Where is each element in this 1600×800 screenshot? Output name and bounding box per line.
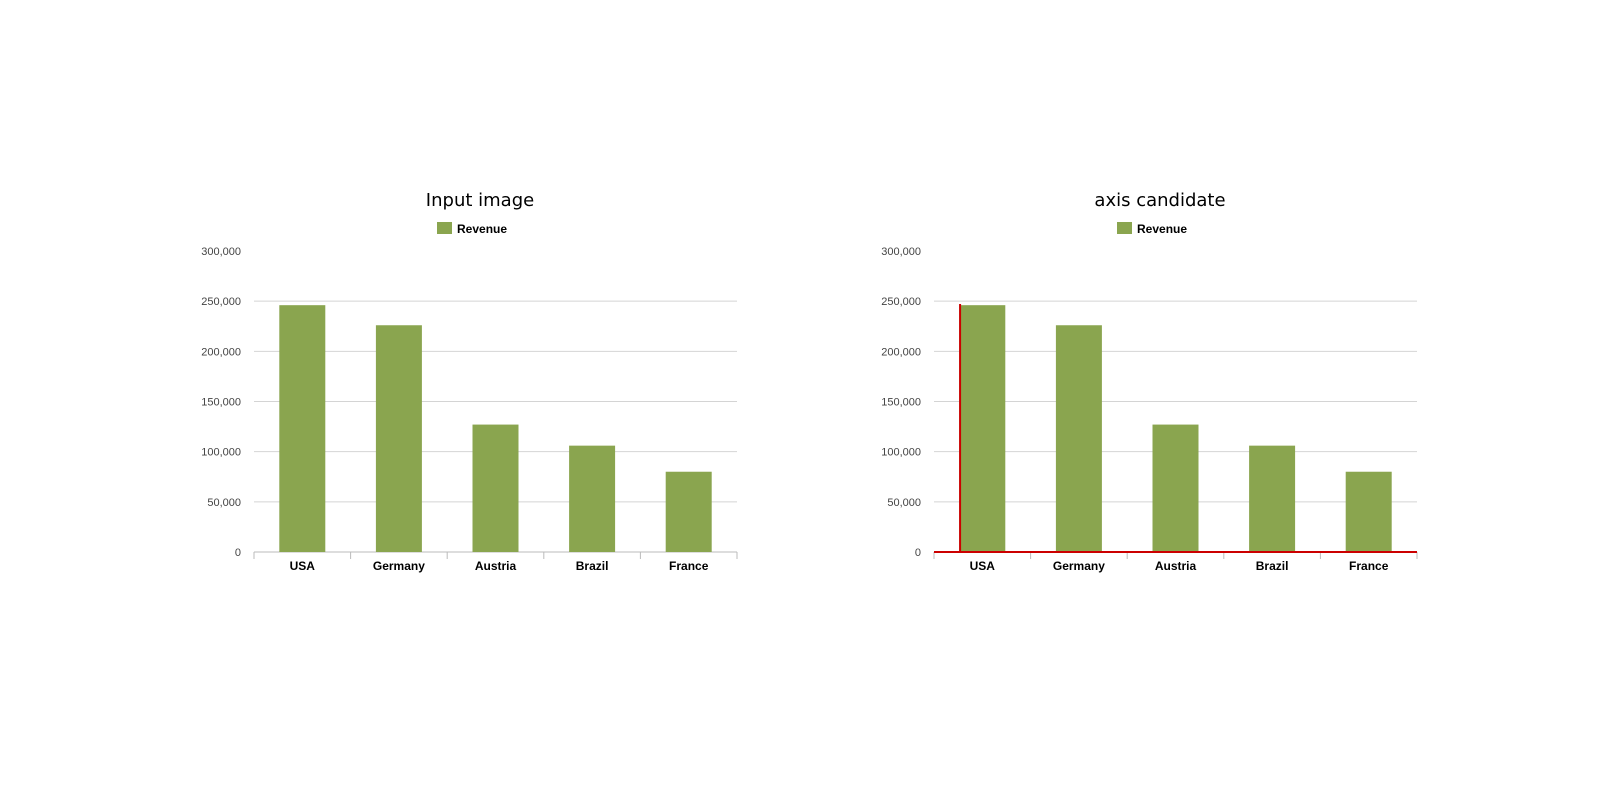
bar-austria: [472, 424, 519, 552]
bar-germany: [375, 325, 422, 552]
panel-axis-candidate: axis candidate 0 50,000 100,000 150,000 200,…: [810, 0, 1510, 800]
y-tick-label: 50,000: [887, 497, 921, 509]
y-tick-label: 50,000: [207, 497, 241, 509]
bar-brazil: [1249, 445, 1296, 552]
y-tick-label: 200,000: [201, 346, 241, 358]
panel-title: axis candidate: [1094, 190, 1226, 211]
y-tick-label: 250,000: [881, 296, 921, 308]
bar-germany: [1055, 325, 1102, 552]
bar-austria: [1152, 424, 1199, 552]
x-tick-label: USA: [970, 559, 996, 573]
bar-chart: 0 50,000 100,000 150,000 200,000 250,000 300,0…: [201, 222, 738, 573]
legend-swatch: [437, 222, 452, 234]
bar-usa: [959, 305, 1006, 552]
legend-label: Revenue: [457, 222, 507, 236]
y-tick-label: 300,000: [881, 246, 921, 258]
bar-chart: 0 50,000 100,000 150,000 200,000 250,000 300,0…: [881, 222, 1418, 573]
x-tick-label: Austria: [1155, 559, 1197, 573]
x-tick-label: USA: [290, 559, 316, 573]
y-tick-label: 100,000: [201, 447, 241, 459]
y-tick-label: 150,000: [881, 397, 921, 409]
x-tick-label: France: [1349, 559, 1389, 573]
x-tick-label: Germany: [373, 559, 425, 573]
y-tick-label: 300,000: [201, 246, 241, 258]
legend-label: Revenue: [1137, 222, 1187, 236]
panel-input-image: Input image 0 50,000 100,000 150,000 200,000…: [130, 0, 830, 800]
y-tick-label: 0: [915, 547, 921, 559]
panel-title: Input image: [425, 190, 535, 211]
y-tick-label: 0: [235, 547, 241, 559]
x-tick-label: France: [669, 559, 709, 573]
bar-france: [665, 471, 712, 552]
y-tick-label: 150,000: [201, 397, 241, 409]
y-tick-label: 100,000: [881, 447, 921, 459]
bar-france: [1345, 471, 1392, 552]
bar-brazil: [569, 445, 616, 552]
x-tick-label: Brazil: [1256, 559, 1289, 573]
y-tick-label: 200,000: [881, 346, 921, 358]
legend-swatch: [1117, 222, 1132, 234]
y-tick-label: 250,000: [201, 296, 241, 308]
x-tick-label: Austria: [475, 559, 517, 573]
x-tick-label: Brazil: [576, 559, 609, 573]
bar-usa: [279, 305, 326, 552]
x-tick-label: Germany: [1053, 559, 1105, 573]
